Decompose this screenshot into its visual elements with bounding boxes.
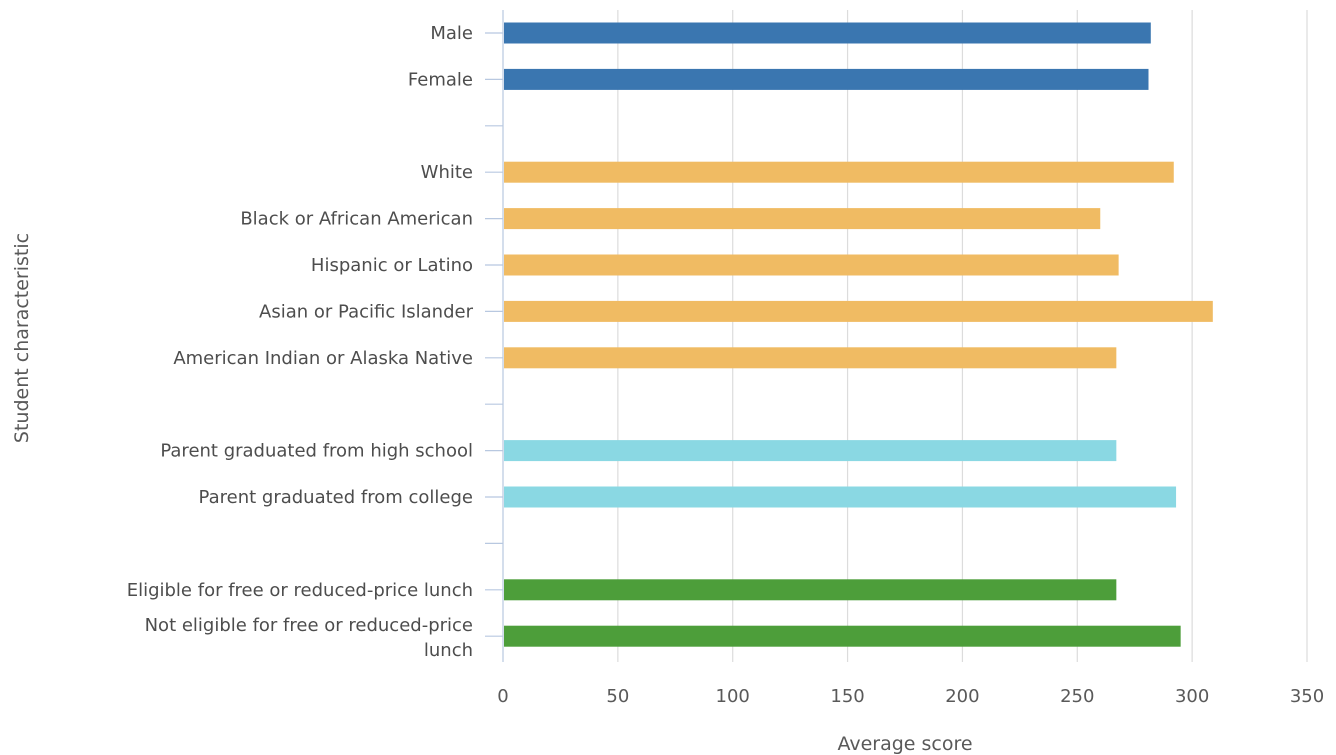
bar <box>504 208 1101 230</box>
bar <box>504 486 1177 508</box>
x-tick-label: 350 <box>1290 686 1324 707</box>
x-tick-label: 0 <box>497 686 508 707</box>
x-tick-label: 250 <box>1060 686 1094 707</box>
bar <box>504 254 1119 276</box>
bar <box>504 22 1151 44</box>
x-tick-label: 50 <box>606 686 629 707</box>
bar <box>504 625 1181 647</box>
category-label: Not eligible for free or reduced-price lu… <box>145 615 473 661</box>
x-tick-label: 200 <box>945 686 979 707</box>
category-label: Parent graduated from college <box>199 487 473 508</box>
bars <box>504 22 1213 647</box>
category-label: Black or African American <box>240 209 473 230</box>
bar <box>504 579 1117 601</box>
category-label: Eligible for free or reduced-price lunch <box>127 580 473 601</box>
x-tick-labels: 0 50 100 150 200 250 300 350 <box>497 686 1324 707</box>
x-tick-label: 100 <box>716 686 750 707</box>
category-label: Female <box>408 69 473 90</box>
gridlines <box>617 10 1308 662</box>
y-axis-title: Student characteristic <box>11 233 33 443</box>
bar <box>504 440 1117 462</box>
bar <box>504 300 1213 322</box>
y-axis <box>485 10 504 662</box>
category-label: Asian or Pacific Islander <box>259 301 474 322</box>
bar <box>504 161 1174 183</box>
bar <box>504 68 1149 90</box>
category-label: Male <box>430 23 473 44</box>
x-tick-label: 150 <box>830 686 864 707</box>
x-tick-label: 300 <box>1175 686 1209 707</box>
bar <box>504 347 1117 369</box>
category-label: Parent graduated from high school <box>160 441 473 462</box>
category-label: White <box>421 162 473 183</box>
category-labels: Male Female White Black or African American… <box>127 23 474 661</box>
x-axis-title: Average score <box>837 733 972 755</box>
category-label: Hispanic or Latino <box>311 255 473 276</box>
category-label: American Indian or Alaska Native <box>173 348 473 369</box>
